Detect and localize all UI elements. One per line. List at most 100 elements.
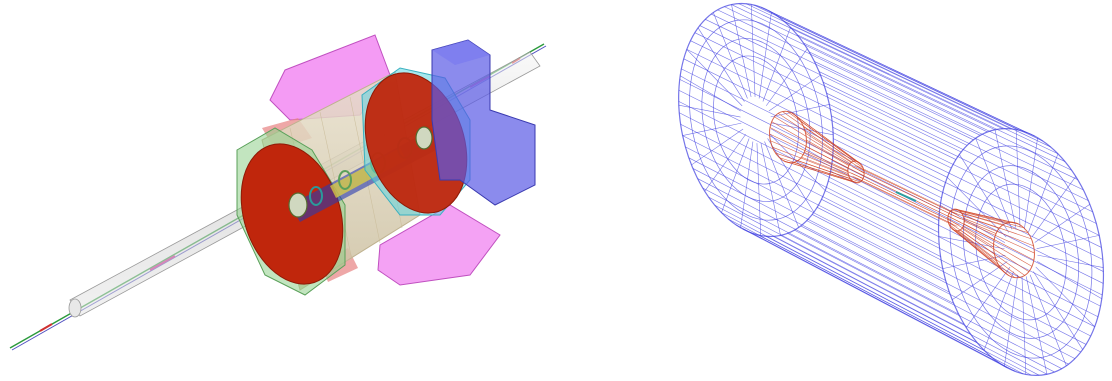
face-spoke: [1015, 129, 1021, 228]
wire-longitudinal-line: [711, 13, 974, 141]
cone-line: [775, 152, 851, 180]
wireframe-mesh: [678, 2, 1105, 376]
wire-longitudinal-line: [776, 15, 1043, 142]
cone-line: [961, 228, 1029, 272]
back-face-ring: [689, 19, 823, 221]
cone-line: [948, 221, 995, 255]
face-spoke: [713, 12, 748, 99]
wire-longitudinal-line: [717, 9, 981, 136]
wire-longitudinal-line: [814, 61, 1084, 191]
cone-line: [962, 226, 1033, 267]
face-spoke: [721, 138, 750, 213]
face-spoke: [731, 4, 752, 97]
face-spoke: [750, 4, 756, 97]
face-spoke: [1029, 274, 1067, 366]
cone-line: [772, 146, 850, 177]
face-spoke: [756, 143, 762, 236]
cone-line: [957, 209, 1019, 225]
wire-longitudinal-line: [705, 19, 968, 146]
wire-longitudinal-line: [679, 112, 940, 245]
cone-line: [958, 230, 1021, 278]
wire-longitudinal-line: [821, 199, 1091, 337]
central-tube-line: [854, 177, 955, 227]
face-spoke: [975, 138, 1013, 230]
face-spoke: [771, 122, 834, 136]
wire-longitudinal-line: [721, 212, 985, 351]
wire-longitudinal-line: [746, 3, 1011, 130]
wire-longitudinal-line: [783, 20, 1051, 148]
wire-longitudinal-line: [738, 3, 1003, 129]
solid-detector-panel: [9, 34, 547, 351]
wire-longitudinal-line: [768, 10, 1036, 137]
cone-line: [769, 127, 849, 169]
wire-longitudinal-line: [787, 233, 1055, 373]
face-spoke: [1037, 261, 1102, 299]
face-spoke: [1021, 276, 1027, 375]
cone-line: [803, 126, 864, 168]
wireframe-detector-drawing: [678, 2, 1105, 376]
cone-line: [950, 226, 1001, 268]
cone-line: [962, 215, 1032, 240]
cone-line: [947, 218, 994, 248]
wire-longitudinal-line: [809, 51, 1078, 180]
wire-longitudinal-line: [833, 149, 1104, 284]
central-tube-line: [859, 167, 960, 217]
cone-line: [769, 133, 848, 172]
face-spoke: [704, 134, 746, 192]
cone-ring: [769, 110, 807, 164]
wire-longitudinal-line: [724, 6, 988, 133]
face-spoke: [769, 133, 826, 191]
face-spoke: [678, 104, 741, 118]
wire-longitudinal-line: [780, 235, 1048, 375]
cone-line: [779, 157, 853, 182]
cone-line: [783, 160, 855, 183]
face-spoke: [762, 27, 791, 102]
face-spoke: [1033, 271, 1083, 350]
wire-longitudinal-line: [697, 178, 959, 315]
central-tube-line: [852, 166, 953, 216]
cone-line: [801, 156, 863, 181]
cone-line: [953, 208, 1009, 223]
face-spoke: [767, 138, 815, 213]
wire-longitudinal-line: [731, 4, 996, 131]
wire-longitudinal-line: [692, 168, 954, 304]
wire-longitudinal-line: [708, 196, 971, 335]
wire-longitudinal-line: [794, 229, 1062, 369]
wire-longitudinal-line: [773, 236, 1040, 376]
face-spoke: [682, 122, 742, 136]
face-spoke: [951, 261, 1008, 300]
cone-line: [951, 228, 1005, 273]
central-tube-line: [851, 172, 952, 222]
cone-ring: [993, 221, 1035, 279]
face-spoke: [758, 12, 772, 99]
central-tube-line: [857, 165, 958, 215]
face-spoke: [1004, 274, 1018, 367]
cone-line: [955, 230, 1015, 278]
wire-longitudinal-line: [803, 42, 1072, 171]
cone-line: [948, 224, 997, 262]
face-spoke: [1028, 153, 1059, 233]
wire-longitudinal-line: [832, 160, 1103, 296]
cone-line: [800, 120, 862, 166]
wire-longitudinal-line: [688, 157, 950, 293]
face-spoke: [1037, 254, 1104, 268]
front-face-ring: [937, 128, 1105, 376]
face-spoke: [1025, 276, 1048, 375]
wire-longitudinal-line: [683, 58, 945, 188]
face-spoke: [691, 128, 744, 166]
cone-line: [796, 116, 861, 164]
face-spoke: [983, 271, 1014, 351]
wire-longitudinal-line: [702, 187, 965, 325]
wire-longitudinal-line: [742, 228, 1008, 368]
cone-line: [950, 211, 1000, 229]
face-spoke: [1031, 176, 1077, 238]
wire-longitudinal-line: [826, 92, 1097, 224]
wire-longitudinal-line: [806, 220, 1076, 359]
face-spoke: [680, 75, 741, 112]
cone-ring: [947, 208, 965, 232]
face-spoke: [994, 129, 1017, 228]
face-spoke: [965, 266, 1011, 328]
wire-longitudinal-line: [680, 123, 941, 257]
cone-line: [964, 220, 1035, 254]
